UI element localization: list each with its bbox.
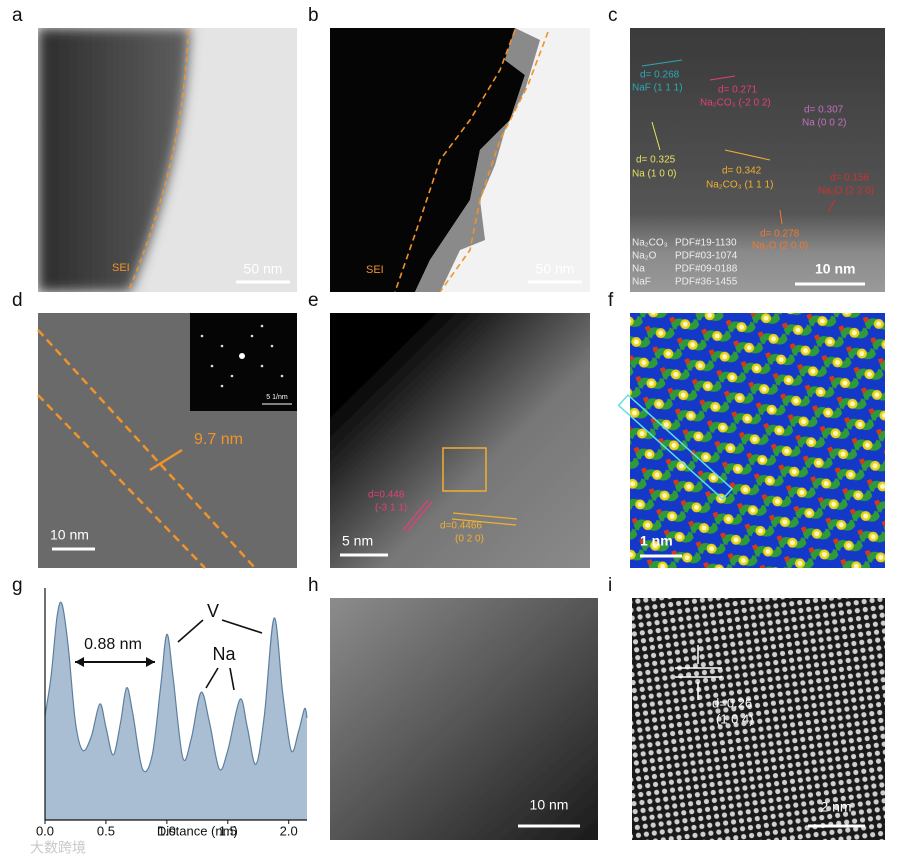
panel-label: h [308,575,319,596]
peak-label: Na [212,644,236,664]
panel-label: e [308,290,319,311]
d-spacing: d= 0.325 [636,155,676,166]
plane: (-3 1 1) [375,503,407,514]
plane: Na (1 0 0) [632,169,676,180]
panel-i-image [632,598,885,840]
spacing-label: 0.88 nm [84,636,142,653]
x-tick-label: 2.0 [280,823,298,838]
d-spacing: d=0.26 [712,695,752,710]
legend-pdf: PDF#36-1455 [675,277,738,288]
x-tick-label: 1.0 [158,823,176,838]
plane: Na₂O (2 2 0) [818,186,874,197]
arrow-heads [75,657,155,667]
scale-label: 10 nm [50,527,89,543]
peak-arrows [177,619,263,691]
panel-label: a [12,5,23,26]
profile-line [44,601,308,773]
panel-label: f [608,290,614,311]
d-spacing: d= 0.342 [722,166,762,177]
pdf-legend: Na₂CO₃ PDF#19-1130 Na₂O PDF#03-1074 Na P… [632,238,738,288]
sei-label: SEI [112,262,130,274]
legend-pdf: PDF#03-1074 [675,251,738,262]
d-spacing: d= 0.271 [718,85,758,96]
panel-label: i [608,575,612,596]
thickness-marker [149,448,183,472]
sei-label: SEI [366,264,384,276]
line-profile-box [617,393,734,501]
scale-label: 50 nm [536,261,575,277]
lattice-marker [402,499,433,533]
scale-label: 1 nm [640,533,673,549]
profile-chart: 0.0 0.5 1.0 1.5 2.0 Distance (nm) [36,588,308,838]
lattice-annotations: d= 0.268 NaF (1 1 1) d= 0.271 Na₂CO₃ (-2… [632,59,874,252]
watermark: 大数跨境 [30,840,86,856]
d-spacing: d= 0.307 [804,105,844,116]
diffraction-spots [200,324,284,388]
panel-a-image [38,28,297,292]
panel-h-image [330,598,598,840]
thickness-label: 9.7 nm [194,431,243,448]
profile-area [45,602,307,820]
x-tick-label: 0.0 [36,823,54,838]
plane: NaF (1 1 1) [632,83,683,94]
x-tick-label: 1.5 [219,823,237,838]
legend-pdf: PDF#09-0188 [675,264,738,275]
d-spacing: d= 0.156 [830,173,870,184]
scale-label: 2 nm [820,799,851,815]
legend-phase: Na₂O [632,251,657,262]
lattice-marker [451,512,518,526]
selection-box [442,447,487,492]
spacing-marker [675,645,722,700]
peak-label: V [207,601,219,621]
inset-diffraction [190,313,297,411]
panel-e-image [330,313,590,568]
x-axis-label: Distance (nm) [157,823,238,838]
x-tick-label: 0.5 [97,823,115,838]
scale-label: 50 nm [244,261,283,277]
legend-phase: Na₂CO₃ [632,238,668,249]
panel-b-image [330,28,590,292]
d-spacing: d=0.448 [368,490,405,501]
d-spacing: d= 0.278 [760,229,800,240]
panel-label: b [308,5,319,26]
sei-boundary [37,329,256,569]
plane: Na₂CO₃ (1 1 1) [706,180,773,191]
panel-label: d [12,290,23,311]
legend-pdf: PDF#19-1130 [675,238,737,249]
plane: Na₂O (2 0 0) [752,241,808,252]
legend-phase: NaF [632,277,651,288]
scale-label: 10 nm [530,797,569,813]
d-spacing: d=0.4466 [440,521,482,532]
panel-c-image [630,28,885,292]
panel-label: c [608,5,618,26]
scale-label: 5 nm [342,533,373,549]
inset-scale-label: 5 1/nm [266,394,288,401]
d-spacing: d= 0.268 [640,70,680,81]
plane: (0 2 0) [455,534,484,545]
plane: Na₂CO₃ (-2 0 2) [700,98,771,109]
panel-label: g [12,575,23,596]
scale-label: 10 nm [815,261,855,277]
panel-f-image [630,313,885,568]
legend-phase: Na [632,264,645,275]
plane: (1 0 4) [716,711,754,726]
plane: Na (0 0 2) [802,118,846,129]
